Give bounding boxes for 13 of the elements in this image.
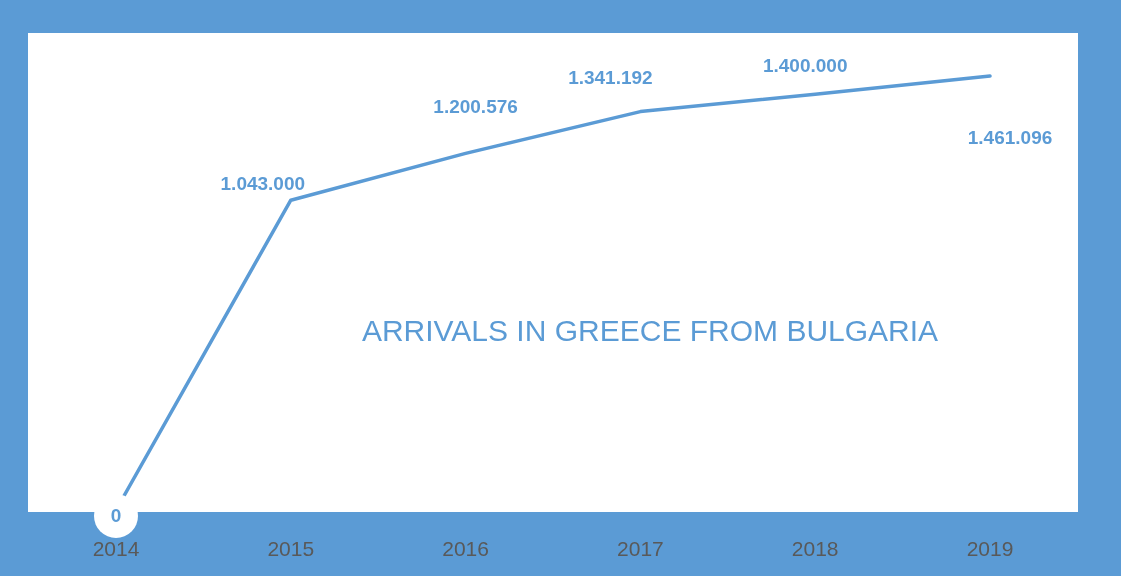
x-tick-label: 2017 <box>617 537 664 560</box>
x-tick-label: 2014 <box>92 537 140 560</box>
data-label: 1.461.096 <box>967 127 1053 148</box>
x-tick-label: 2018 <box>791 537 839 560</box>
text: ARRIVALS IN GREECE FROM BULGARIA <box>361 314 939 347</box>
data-label: 0 <box>110 505 122 526</box>
data-label: 1.043.000 <box>220 173 306 195</box>
x-tick-label: 2015 <box>267 537 315 560</box>
data-label: 1.200.576 <box>433 96 518 118</box>
x-tick-label: 2019 <box>966 537 1014 560</box>
data-label: 1.341.192 <box>568 66 653 88</box>
x-tick-label: 2016 <box>442 537 489 560</box>
data-label: 1.400.000 <box>762 55 848 77</box>
